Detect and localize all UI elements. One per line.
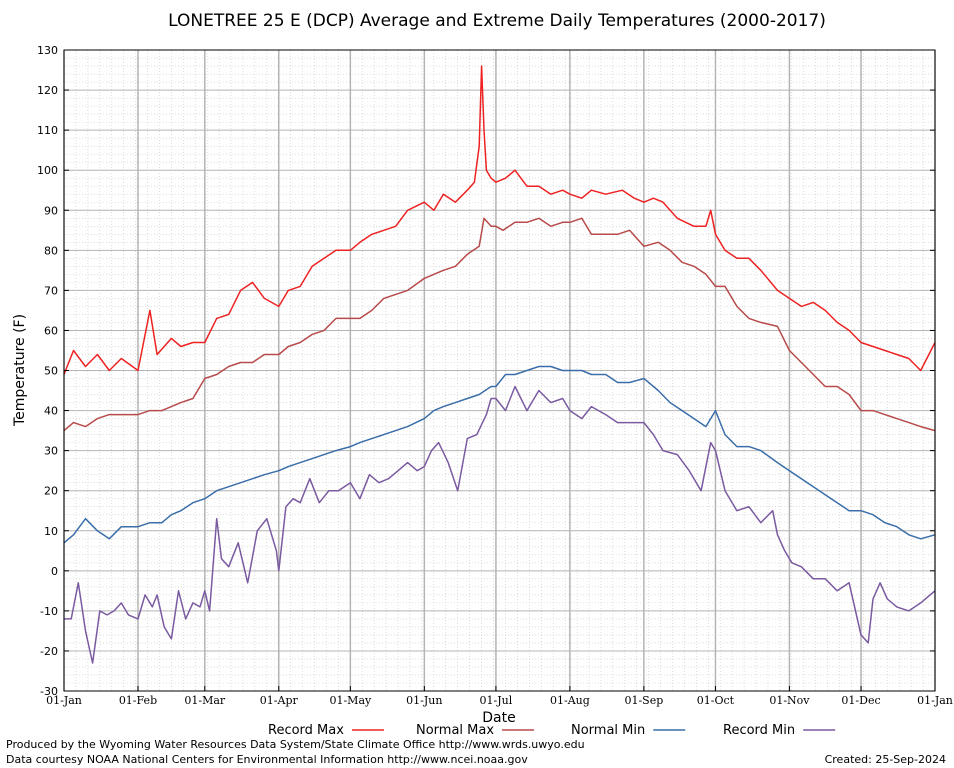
x-tick-label: 01-Dec <box>841 694 880 707</box>
legend-label: Normal Max <box>416 723 494 738</box>
x-tick-label: 01-Aug <box>550 694 590 707</box>
y-tick-label: 30 <box>44 445 58 458</box>
legend-label: Record Max <box>268 723 344 738</box>
legend: Record Max Normal Max Normal Min Record Min <box>268 723 836 738</box>
series-line-normal-max <box>63 217 936 432</box>
y-tick-label: 130 <box>37 44 58 57</box>
x-tick-label: 01-Mar <box>184 694 226 707</box>
x-tick-label: 01-May <box>329 694 372 707</box>
y-tick-label: 50 <box>44 365 58 378</box>
x-tick-label: 01-Jul <box>480 694 513 707</box>
y-tick-label: 70 <box>44 284 58 297</box>
legend-label: Record Min <box>723 723 795 738</box>
legend-item: Record Max <box>268 723 384 738</box>
y-tick-label: 10 <box>44 525 58 538</box>
x-axis-label: Date <box>482 710 515 726</box>
legend-item: Record Min <box>723 723 836 738</box>
series-line-record-min <box>64 385 936 664</box>
x-tick-label: 01-Nov <box>769 694 810 707</box>
x-tick-label: 01-Jan <box>917 694 953 707</box>
footer-data-courtesy: Data courtesy NOAA National Centers for … <box>6 753 528 766</box>
y-tick-label: 110 <box>37 124 58 137</box>
legend-label: Normal Min <box>571 723 645 738</box>
x-tick-label: 01-Jun <box>406 694 442 707</box>
y-tick-label: 0 <box>51 565 58 578</box>
series-layer <box>63 65 936 664</box>
legend-item: Normal Max <box>416 723 535 738</box>
y-tick-label: -10 <box>40 605 58 618</box>
series-line-record-max <box>63 65 936 375</box>
x-tick-label: 01-Oct <box>697 694 735 707</box>
y-tick-label: 90 <box>44 204 58 217</box>
y-tick-label: 40 <box>44 405 58 418</box>
y-tick-label: 120 <box>37 84 58 97</box>
x-tick-label: 01-Feb <box>119 694 157 707</box>
series-line-normal-min <box>63 365 936 544</box>
chart-title: LONETREE 25 E (DCP) Average and Extreme … <box>168 11 826 31</box>
x-tick-label: 01-Jan <box>46 694 82 707</box>
y-tick-label: -30 <box>40 685 58 698</box>
y-tick-label: -20 <box>40 645 58 658</box>
y-axis-ticks: -30 -20 -10 0 10 20 30 40 50 60 70 80 90 100 110 120 130 <box>37 44 935 698</box>
y-tick-label: 100 <box>37 164 58 177</box>
x-axis-ticks: 01-Jan 01-Feb 01-Mar 01-Apr 01-May 01-Jun 01-J… <box>46 686 953 707</box>
minor-grid <box>63 50 936 691</box>
footer-produced-by: Produced by the Wyoming Water Resources … <box>6 738 585 751</box>
x-tick-label: 01-Sep <box>624 694 663 707</box>
footer-created-date: Created: 25-Sep-2024 <box>824 753 946 766</box>
y-tick-label: 20 <box>44 485 58 498</box>
x-tick-label: 01-Apr <box>260 694 299 707</box>
y-tick-label: 80 <box>44 244 58 257</box>
y-axis-label: Temperature (F) <box>12 314 28 427</box>
y-tick-label: 60 <box>44 324 58 337</box>
legend-item: Normal Min <box>571 723 686 738</box>
